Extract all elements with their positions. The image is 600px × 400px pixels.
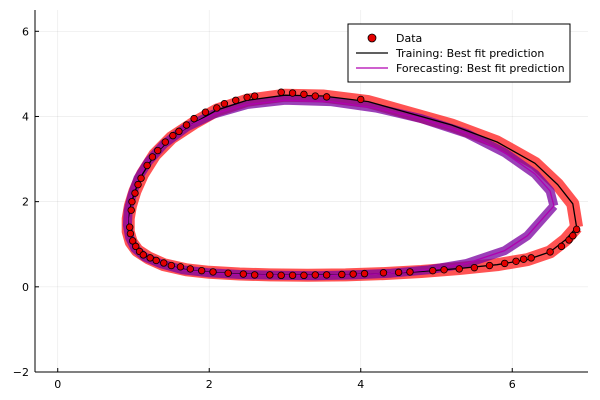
data-point — [243, 93, 251, 102]
data-point — [311, 271, 319, 279]
legend-label: Forecasting: Best fit prediction — [396, 62, 565, 75]
data-point — [129, 237, 137, 245]
data-point — [160, 259, 168, 267]
data-point — [322, 271, 331, 279]
data-point — [161, 138, 169, 146]
data-point — [182, 121, 191, 129]
y-tick-label: 6 — [22, 25, 29, 38]
data-point — [250, 92, 259, 100]
data-point — [132, 242, 140, 251]
data-point — [360, 269, 369, 278]
data-point — [311, 92, 319, 100]
y-tick-label: −2 — [13, 366, 29, 379]
data-point — [557, 242, 566, 251]
data-point — [519, 255, 528, 263]
x-tick-label: 4 — [357, 378, 364, 391]
axes: 0 2 4 6 −2 0 2 4 6 — [13, 10, 588, 391]
data-points — [125, 88, 581, 280]
data-point — [167, 261, 176, 270]
legend-data-marker — [367, 33, 377, 43]
data-point — [266, 271, 274, 279]
x-tick-label: 0 — [54, 378, 61, 391]
data-point — [288, 89, 297, 97]
y-tick-label: 4 — [22, 110, 29, 123]
data-point — [338, 270, 346, 279]
data-point — [250, 271, 259, 279]
data-point — [277, 88, 285, 96]
data-point — [213, 104, 221, 112]
data-point — [186, 265, 194, 273]
data-point — [406, 268, 414, 276]
data-point — [546, 248, 554, 256]
y-tick-label: 0 — [22, 281, 29, 294]
data-point — [277, 271, 285, 280]
data-point — [143, 161, 151, 170]
data-point — [209, 268, 217, 276]
data-point — [220, 99, 229, 108]
data-point — [300, 271, 308, 280]
data-point — [127, 206, 135, 214]
data-point — [139, 251, 148, 259]
data-point — [137, 174, 145, 182]
data-point — [357, 95, 365, 104]
data-point — [349, 270, 357, 278]
data-point — [572, 225, 581, 234]
data-point — [379, 269, 388, 277]
data-point — [134, 180, 142, 189]
data-point — [148, 153, 157, 161]
data-point — [131, 189, 139, 197]
data-point — [239, 270, 248, 278]
data-point — [527, 254, 535, 262]
data-point — [197, 266, 206, 275]
data-point — [440, 266, 448, 274]
data-point — [201, 108, 210, 116]
x-tick-label: 6 — [509, 378, 516, 391]
data-point — [485, 261, 494, 270]
y-tick-label: 2 — [22, 196, 29, 209]
data-point — [232, 96, 240, 104]
data-point — [224, 269, 232, 277]
legend-label: Data — [396, 32, 422, 45]
data-point — [288, 271, 297, 280]
data-point — [154, 146, 162, 155]
forecasting-ribbon — [122, 95, 559, 281]
data-point — [190, 114, 198, 123]
data-point — [470, 263, 479, 272]
data-point — [176, 263, 185, 271]
data-point — [500, 259, 509, 268]
data-point — [169, 131, 177, 140]
data-point — [152, 256, 160, 265]
data-point — [569, 232, 577, 240]
data-point — [128, 197, 136, 206]
data-point — [125, 223, 134, 231]
data-point — [429, 266, 437, 275]
data-point — [322, 93, 331, 101]
legend: Data Training: Best fit prediction Forecas… — [347, 23, 571, 83]
data-point — [146, 254, 154, 262]
data-point — [175, 127, 183, 136]
data-point — [300, 90, 308, 99]
legend-label: Training: Best fit prediction — [395, 47, 544, 60]
x-tick-label: 2 — [206, 378, 213, 391]
data-point — [126, 229, 135, 238]
data-point — [394, 268, 403, 277]
data-point — [512, 257, 520, 265]
data-point — [455, 265, 463, 273]
